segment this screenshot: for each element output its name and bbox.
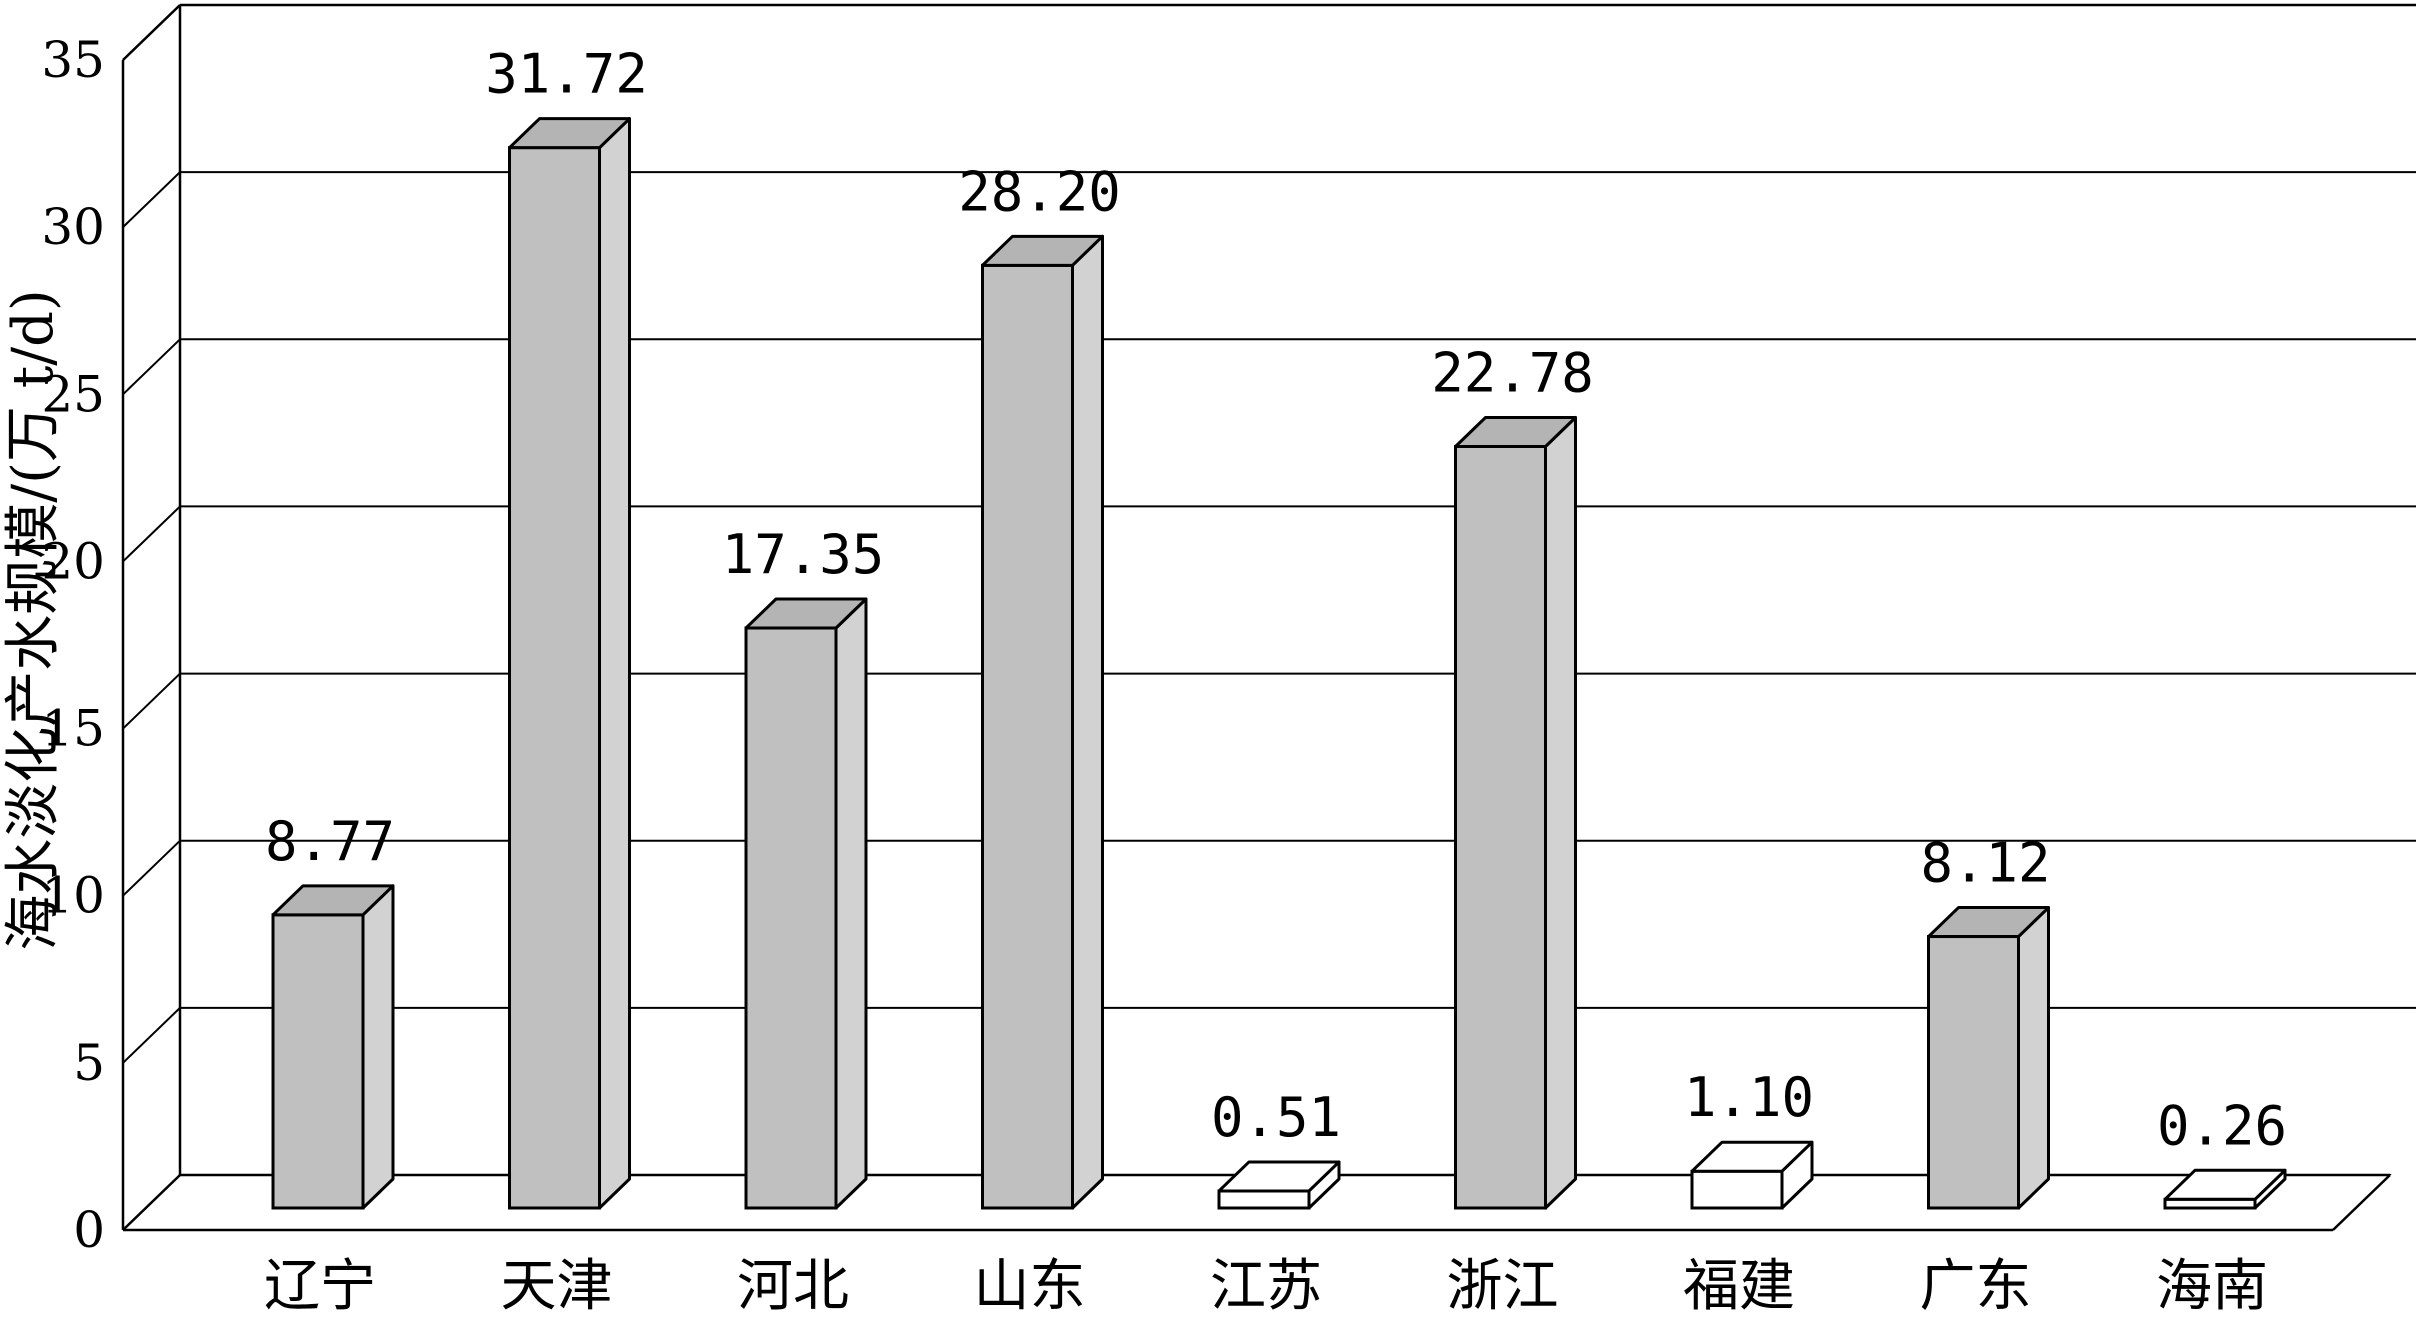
y-tick-label: 10 [41,867,105,925]
floor-right-edge [2332,1174,2391,1231]
bar-海南 [2163,1168,2287,1210]
bar-front [981,263,1074,1210]
bar-front [1690,1169,1784,1210]
y-tick-label: 15 [41,700,105,758]
data-label: 0.26 [2157,1094,2287,1157]
bar-front [1217,1189,1311,1210]
x-tick-label: 江苏 [1210,1254,1322,1319]
data-label: 8.12 [1920,832,2050,895]
gridline-side [122,1007,181,1064]
bar-front [271,913,365,1210]
bar-top [1454,415,1577,448]
bar-辽宁 [271,884,395,1210]
bar-河北 [744,597,868,1210]
gridlines [122,4,2416,1064]
bar-front [1454,444,1547,1210]
bar-side [361,884,395,1210]
bars [271,117,2287,1210]
labels: 0 5 10 15 20 25 30 35 8.77 辽宁 31.72 天津 17.35 河北 28.20 山… [41,31,2287,1319]
bar-side [2017,906,2050,1210]
bar-top [1927,906,2050,939]
x-tick-label: 浙江 [1447,1254,1559,1319]
data-label: 8.77 [265,810,395,873]
axes [121,3,2416,1232]
bar-top [981,234,1104,267]
bar-top [744,597,868,630]
data-label: 22.78 [1431,341,1594,404]
y-tick-label: 30 [41,198,105,256]
bar-side [1544,415,1577,1210]
bar-top [2163,1168,2287,1201]
y-tick-label: 25 [41,365,105,423]
bar-side [1071,234,1104,1210]
floor-left-edge [122,1174,181,1231]
data-label: 31.72 [485,43,648,106]
top-side-edge [122,4,181,61]
bar-广东 [1927,906,2050,1210]
bar-top [1217,1160,1341,1193]
gridline-side [122,839,181,897]
bar-front [508,146,601,1210]
bar-front [1927,935,2020,1210]
gridline-side [122,338,181,396]
y-axis-title: 海水淡化产水规模/(万 t/d) [1,289,66,951]
gridline-side [122,171,181,228]
data-label: 28.20 [958,160,1121,223]
x-tick-label: 天津 [501,1254,613,1319]
data-label: 0.51 [1211,1086,1341,1149]
bar-side [834,597,868,1210]
bar-浙江 [1454,415,1577,1210]
x-tick-label: 河北 [737,1254,849,1319]
gridline-side [122,505,181,563]
bar-side [598,117,631,1210]
x-tick-label: 广东 [1920,1254,2032,1319]
data-label: 17.35 [722,523,885,586]
y-tick-label: 35 [41,31,105,89]
x-tick-label: 山东 [974,1254,1086,1319]
x-tick-label: 福建 [1683,1254,1795,1319]
y-tick-label: 20 [41,532,105,590]
x-tick-label: 海南 [2156,1254,2268,1319]
bar-top [1690,1140,1814,1173]
bar-front [744,626,838,1210]
y-tick-label: 5 [73,1034,105,1092]
bar-top [271,884,395,917]
bar-江苏 [1217,1160,1341,1210]
x-tick-label: 辽宁 [264,1254,376,1319]
bar-天津 [508,117,631,1210]
y-tick-label: 0 [73,1201,105,1259]
bar-山东 [981,234,1104,1210]
data-label: 1.10 [1684,1066,1814,1129]
bar-福建 [1690,1140,1814,1210]
bar-top [508,117,631,150]
gridline-side [122,672,181,730]
